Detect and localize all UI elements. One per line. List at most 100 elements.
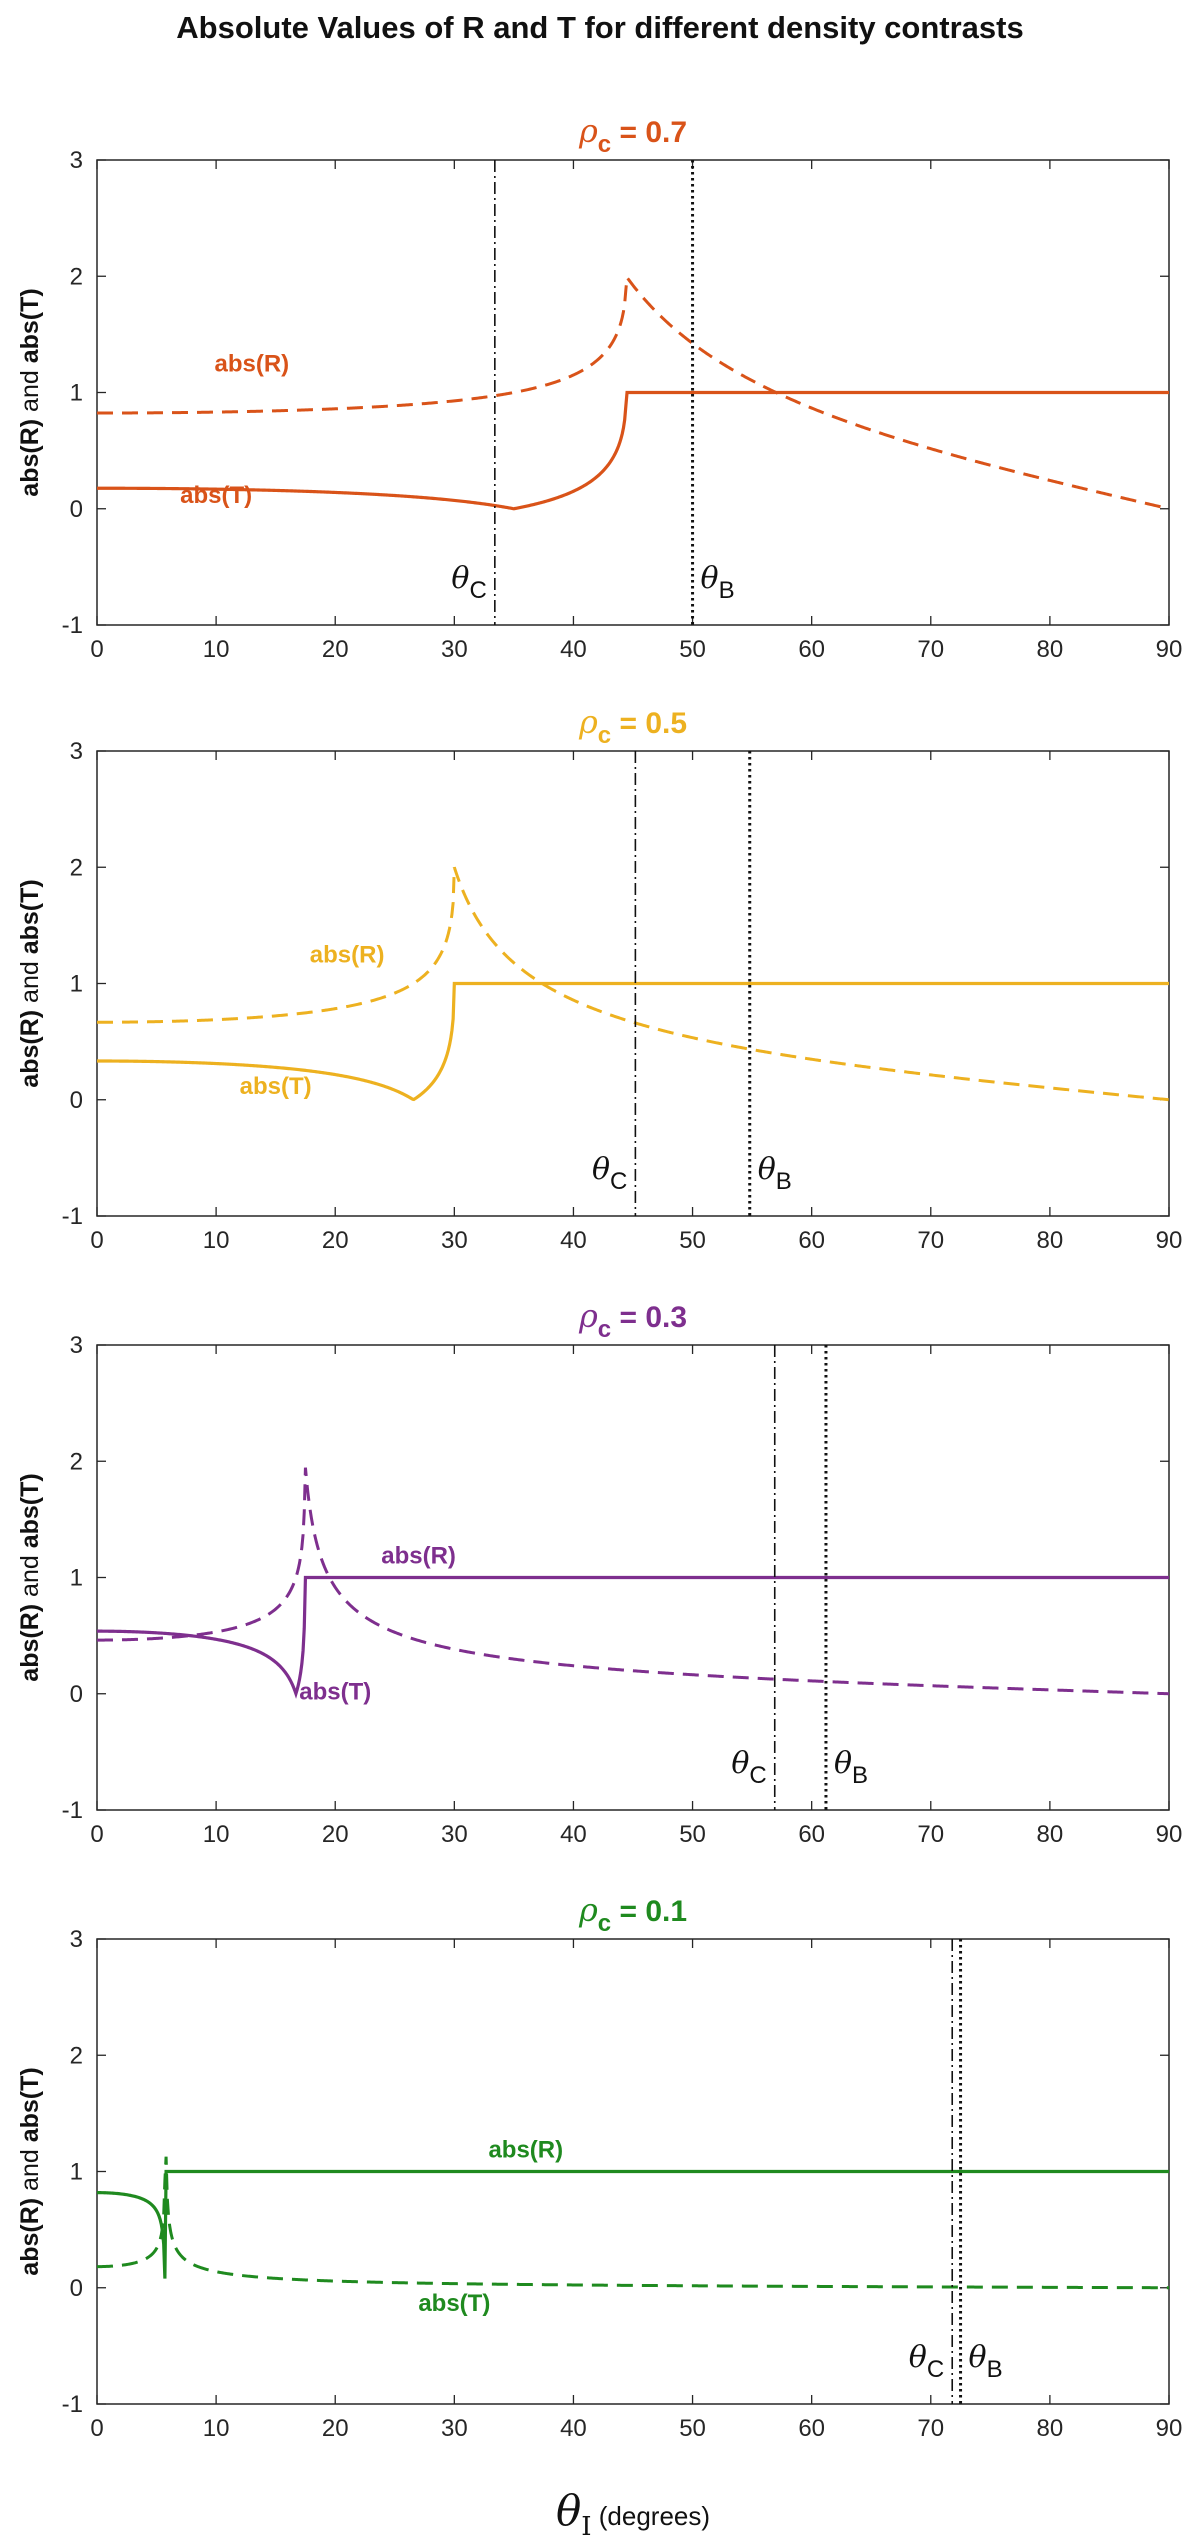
y-tick-label: 1 xyxy=(70,380,83,407)
y-tick-label: 2 xyxy=(70,1448,83,1475)
series-label-abs-R: abs(R) xyxy=(381,1543,456,1570)
y-tick-label: -1 xyxy=(62,1203,83,1230)
x-tick-label: 0 xyxy=(90,1227,103,1254)
x-tick-label: 80 xyxy=(1037,1227,1064,1254)
x-tick-label: 80 xyxy=(1037,636,1064,663)
x-tick-label: 10 xyxy=(203,1821,230,1848)
x-tick-label: 20 xyxy=(322,1821,349,1848)
y-tick-label: 0 xyxy=(70,2275,83,2302)
y-tick-label: 3 xyxy=(70,1926,83,1953)
series-abs-T-line xyxy=(97,1467,1170,1696)
y-axis-label: abs(R) and abs(T) xyxy=(16,2067,44,2275)
x-tick-label: 10 xyxy=(203,636,230,663)
x-tick-label: 90 xyxy=(1156,1821,1183,1848)
panel-title: ρc = 0.7 xyxy=(578,112,687,158)
panel-title: ρc = 0.5 xyxy=(578,703,687,749)
vline-label-theta-c: θC xyxy=(451,561,486,604)
y-axis-label: abs(R) and abs(T) xyxy=(16,1473,44,1681)
series-abs-R-line xyxy=(97,390,1169,511)
vline-label-theta-c: θC xyxy=(731,1746,766,1789)
x-tick-label: 90 xyxy=(1156,636,1183,663)
series-abs-T-line xyxy=(97,866,1170,1102)
x-tick-label: 80 xyxy=(1037,1821,1064,1848)
x-tick-label: 60 xyxy=(798,636,825,663)
x-tick-label: 0 xyxy=(90,2415,103,2442)
series-abs-R-line xyxy=(97,2169,1169,2279)
x-tick-label: 40 xyxy=(560,1821,587,1848)
y-tick-label: -1 xyxy=(62,2391,83,2418)
panel-0: ρc = 0.7 0 10 20 30 40 50 60 70 80 90 -1 0 1 2 3 abs(R) … xyxy=(16,112,1182,663)
x-tick-label: 60 xyxy=(798,2415,825,2442)
x-tick-label: 80 xyxy=(1037,2415,1064,2442)
panel-title: ρc = 0.3 xyxy=(578,1297,687,1343)
y-tick-label: 1 xyxy=(70,1565,83,1592)
y-tick-label: 3 xyxy=(70,147,83,174)
y-axis-label: abs(R) and abs(T) xyxy=(16,879,44,1087)
y-tick-label: 1 xyxy=(70,2159,83,2186)
panel-1: ρc = 0.5 0 10 20 30 40 50 60 70 80 90 -1 0 1 2 3 abs(R) … xyxy=(16,703,1182,1254)
y-axis-label: abs(R) and abs(T) xyxy=(16,288,44,496)
x-tick-label: 0 xyxy=(90,636,103,663)
x-tick-label: 30 xyxy=(441,636,468,663)
panel-3: ρc = 0.1 0 10 20 30 40 50 60 70 80 90 -1 0 1 2 3 abs(R) … xyxy=(16,1891,1182,2442)
series-abs-R-line xyxy=(97,1575,1169,1699)
y-tick-label: 2 xyxy=(70,263,83,290)
x-tick-label: 40 xyxy=(560,636,587,663)
x-tick-label: 60 xyxy=(798,1821,825,1848)
vline-label-theta-b: θB xyxy=(834,1746,868,1789)
x-tick-label: 20 xyxy=(322,1227,349,1254)
x-tick-label: 70 xyxy=(917,1227,944,1254)
y-tick-label: -1 xyxy=(62,1797,83,1824)
y-tick-label: 0 xyxy=(70,1087,83,1114)
series-label-abs-T: abs(T) xyxy=(418,2290,490,2317)
series-label-abs-R: abs(R) xyxy=(310,942,385,969)
panel-2: ρc = 0.3 0 10 20 30 40 50 60 70 80 90 -1 0 1 2 3 abs(R) … xyxy=(16,1297,1182,1848)
vline-label-theta-c: θC xyxy=(909,2340,944,2383)
series-label-abs-T: abs(T) xyxy=(240,1073,312,1100)
x-tick-label: 40 xyxy=(560,1227,587,1254)
y-tick-label: 3 xyxy=(70,1332,83,1359)
x-tick-label: 70 xyxy=(917,636,944,663)
figure-title: Absolute Values of R and T for different… xyxy=(176,10,1024,45)
y-tick-label: 1 xyxy=(70,971,83,998)
x-tick-label: 70 xyxy=(917,1821,944,1848)
x-axis-label: θI (degrees) xyxy=(556,2486,710,2542)
y-tick-label: -1 xyxy=(62,612,83,639)
x-tick-label: 30 xyxy=(441,2415,468,2442)
series-label-abs-R: abs(R) xyxy=(215,351,290,378)
y-tick-label: 2 xyxy=(70,854,83,881)
x-tick-label: 10 xyxy=(203,1227,230,1254)
x-tick-label: 60 xyxy=(798,1227,825,1254)
x-tick-label: 70 xyxy=(917,2415,944,2442)
x-tick-label: 50 xyxy=(679,2415,706,2442)
x-tick-label: 90 xyxy=(1156,1227,1183,1254)
y-tick-label: 3 xyxy=(70,738,83,765)
x-tick-label: 20 xyxy=(322,636,349,663)
vline-label-theta-b: θB xyxy=(701,561,735,604)
y-tick-label: 0 xyxy=(70,496,83,523)
x-tick-label: 90 xyxy=(1156,2415,1183,2442)
x-tick-label: 30 xyxy=(441,1227,468,1254)
y-tick-label: 2 xyxy=(70,2042,83,2069)
series-abs-R-line xyxy=(97,981,1169,1102)
vline-label-theta-b: θB xyxy=(758,1152,792,1195)
vline-label-theta-b: θB xyxy=(969,2340,1003,2383)
series-abs-T-line xyxy=(97,273,1170,511)
x-tick-label: 30 xyxy=(441,1821,468,1848)
x-tick-label: 20 xyxy=(322,2415,349,2442)
series-abs-T-line xyxy=(97,2156,1169,2290)
x-tick-label: 40 xyxy=(560,2415,587,2442)
panel-title: ρc = 0.1 xyxy=(578,1891,687,1937)
x-tick-label: 0 xyxy=(90,1821,103,1848)
vline-label-theta-c: θC xyxy=(592,1152,627,1195)
y-tick-label: 0 xyxy=(70,1681,83,1708)
x-tick-label: 50 xyxy=(679,1821,706,1848)
x-tick-label: 10 xyxy=(203,2415,230,2442)
x-tick-label: 50 xyxy=(679,1227,706,1254)
series-label-abs-T: abs(T) xyxy=(180,482,252,509)
series-label-abs-R: abs(R) xyxy=(488,2137,563,2164)
x-tick-label: 50 xyxy=(679,636,706,663)
series-label-abs-T: abs(T) xyxy=(299,1679,371,1706)
